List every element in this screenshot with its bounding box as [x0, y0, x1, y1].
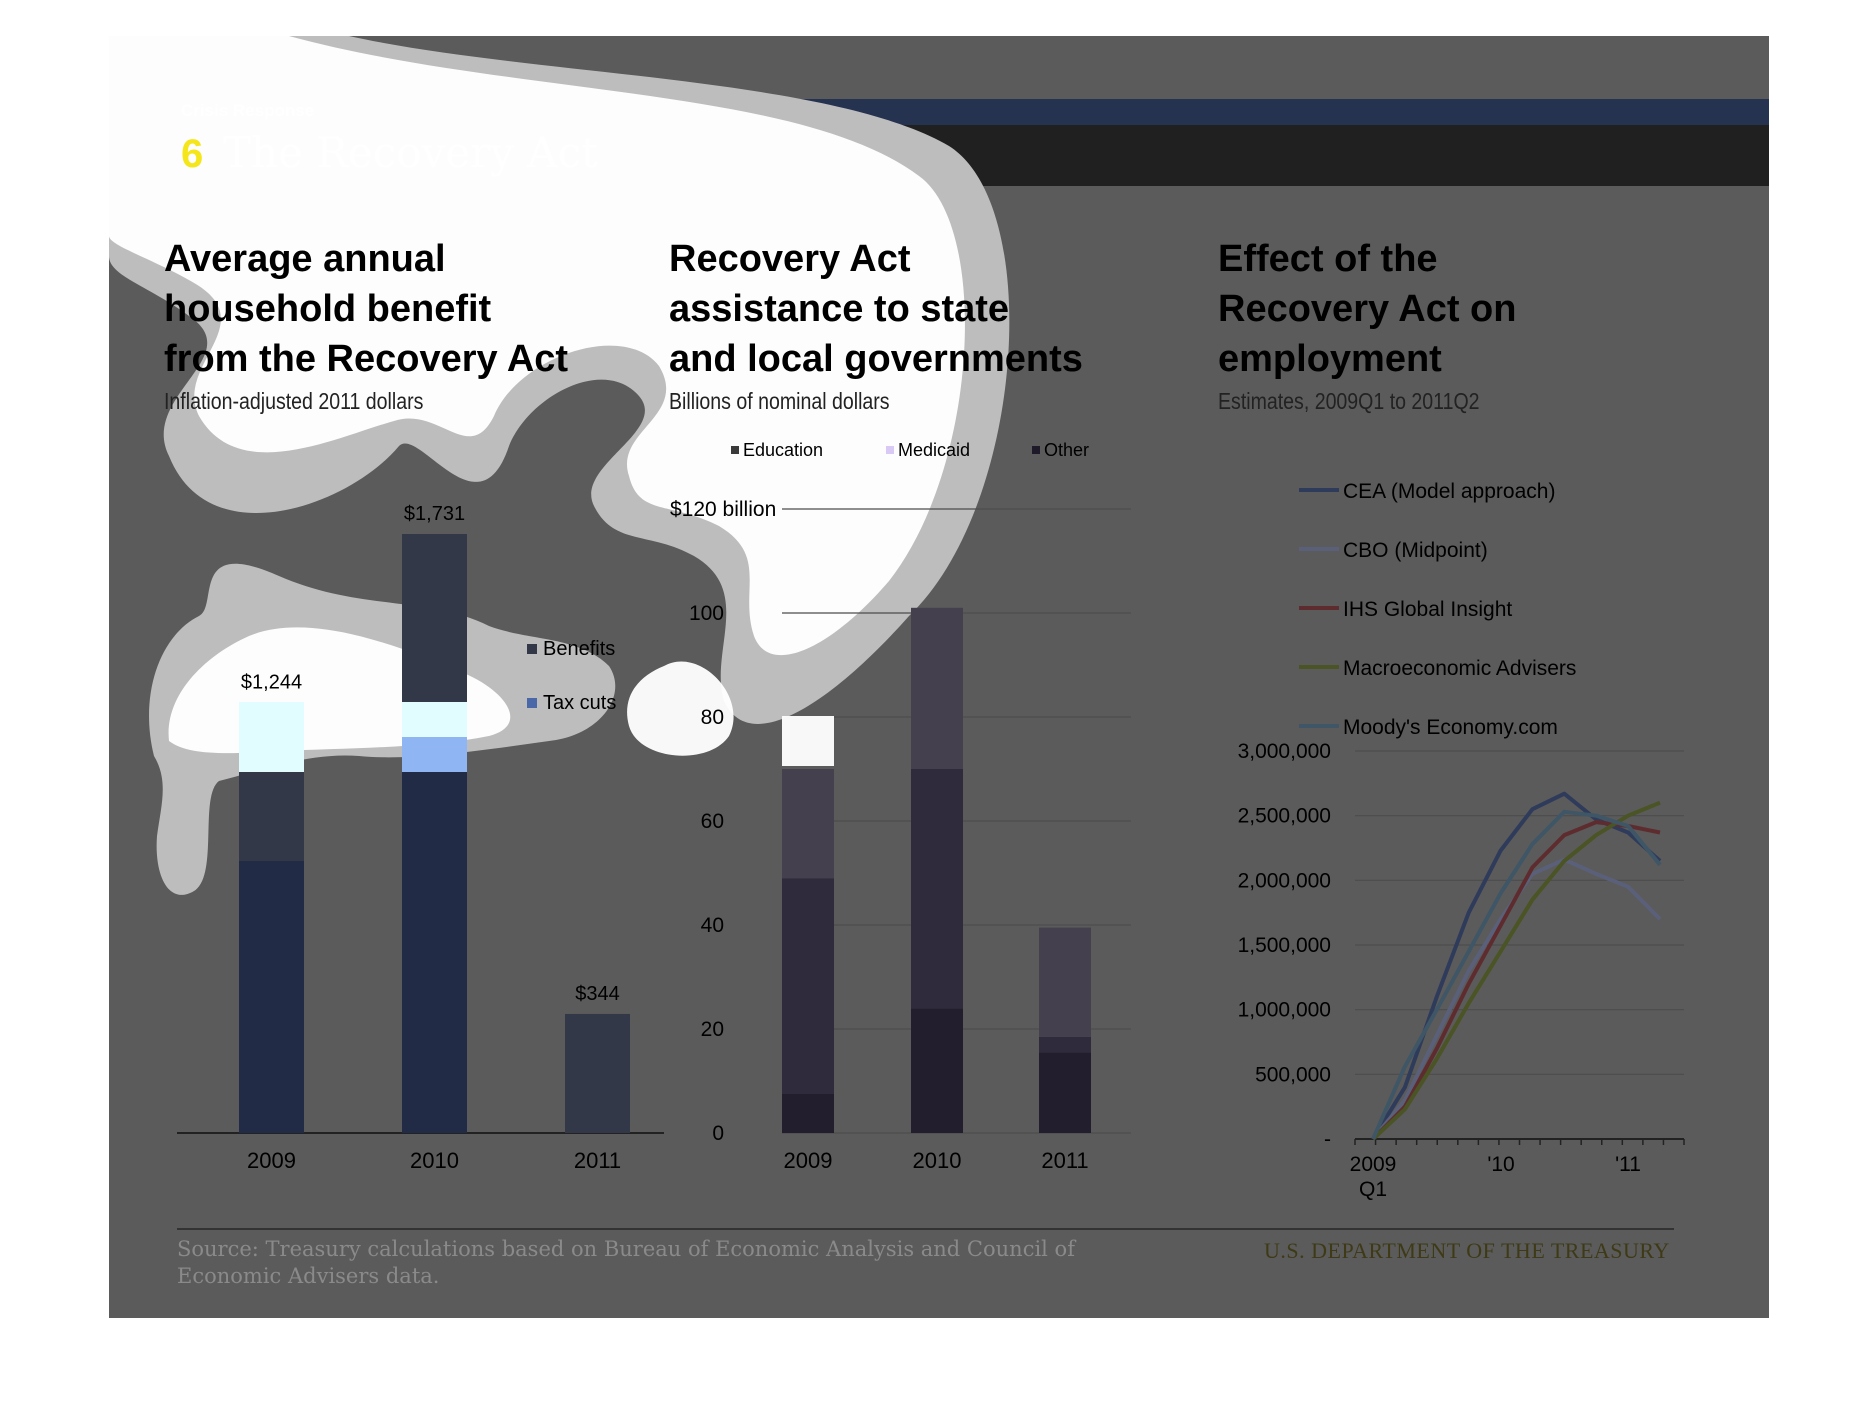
state-legend-swatch [1032, 446, 1040, 454]
state-title-line: and local governments [669, 338, 1083, 380]
employment-title-line: employment [1218, 338, 1442, 380]
employment-y-tick: 1,500,000 [1238, 934, 1331, 957]
state-bar-education [911, 1008, 963, 1133]
household-bar-tax-cuts [239, 861, 304, 1133]
employment-y-tick: 3,000,000 [1238, 740, 1331, 763]
employment-chart-subtitle: Estimates, 2009Q1 to 2011Q2 [1218, 388, 1480, 414]
employment-series-line [1371, 809, 1662, 1140]
household-bar-highlight [402, 737, 467, 772]
employment-y-tick: 1,000,000 [1238, 999, 1331, 1022]
state-bar-education [782, 1094, 834, 1133]
household-bar-highlight [402, 702, 467, 737]
state-legend-swatch [731, 446, 739, 454]
household-legend-swatch [527, 698, 537, 708]
household-data-label: $1,731 [404, 503, 465, 525]
employment-title-line: Recovery Act on [1218, 288, 1517, 330]
state-y-tick: 0 [712, 1122, 724, 1145]
state-x-tick: 2011 [1041, 1148, 1088, 1173]
employment-title-line: Effect of the [1218, 238, 1438, 280]
household-title-line: Average annual [164, 238, 446, 280]
household-legend-label: Benefits [543, 638, 615, 660]
household-bar-benefits [402, 534, 467, 724]
state-bar-other [1039, 927, 1091, 1037]
state-x-tick: 2010 [913, 1148, 962, 1173]
state-legend-label: Other [1044, 440, 1089, 460]
household-x-tick: 2010 [410, 1148, 459, 1173]
section-label: Crisis Response [181, 101, 315, 120]
employment-y-tick: 2,000,000 [1238, 869, 1331, 892]
employment-x-tick: '10 [1487, 1153, 1514, 1176]
household-chart-subtitle: Inflation-adjusted 2011 dollars [164, 388, 424, 414]
household-bar-highlight [239, 702, 304, 772]
state-title-line: assistance to state [669, 288, 1010, 330]
employment-series-line [1371, 800, 1661, 1141]
employment-legend-label: IHS Global Insight [1343, 598, 1512, 621]
source-note: Source: Treasury calculations based on B… [177, 1237, 1075, 1288]
state-bar-medicaid [1039, 1036, 1091, 1053]
household-legend-swatch [527, 644, 537, 654]
state-y-tick: 80 [701, 706, 724, 729]
state-bar-education [1039, 1052, 1091, 1133]
employment-legend-label: CBO (Midpoint) [1343, 539, 1488, 562]
state-y-tick: $120 billion [670, 498, 776, 521]
employment-chart-title: Effect of the Recovery Act on employment [1218, 234, 1516, 384]
employment-x-tick: 2009 [1350, 1153, 1397, 1176]
state-bar-highlight [782, 716, 834, 766]
state-legend-swatch [886, 446, 894, 454]
state-bar-medicaid [782, 878, 834, 1094]
household-bar-tax-cuts [402, 723, 467, 1133]
household-title-line: household benefit [164, 288, 492, 330]
state-bar-medicaid [911, 769, 963, 1009]
household-data-label: $344 [575, 983, 620, 1005]
state-title-line: Recovery Act [669, 238, 911, 280]
employment-x-tick: Q1 [1359, 1178, 1387, 1201]
employment-series-line [1371, 857, 1662, 1141]
employment-legend-label: Macroeconomic Advisers [1343, 657, 1576, 680]
household-x-tick: 2011 [574, 1148, 621, 1173]
household-x-tick: 2009 [247, 1148, 296, 1173]
employment-legend-label: Moody's Economy.com [1343, 716, 1558, 739]
treasury-wordmark: U.S. DEPARTMENT OF THE TREASURY [1264, 1238, 1670, 1263]
household-chart-title: Average annual household benefit from th… [164, 234, 568, 384]
charts-canvas: $1,244 2009 $1,731 2010 $344 2011 Benefits Tax … [177, 440, 1685, 1201]
employment-x-tick: '11 [1615, 1153, 1641, 1176]
state-bar-other [782, 769, 834, 879]
slide-number: 6 [181, 132, 204, 176]
footer-divider [177, 1228, 1674, 1230]
slide-title: The Recovery Act [223, 128, 599, 177]
state-chart-subtitle: Billions of nominal dollars [669, 388, 890, 414]
state-y-tick: 100 [689, 602, 724, 625]
state-x-tick: 2009 [784, 1148, 833, 1173]
employment-y-tick: 500,000 [1255, 1063, 1331, 1086]
employment-y-tick: 2,500,000 [1238, 805, 1331, 828]
household-legend-label: Tax cuts [543, 692, 616, 714]
state-legend-label: Education [743, 440, 823, 460]
slide: Crisis Response 6 The Recovery Act Avera… [109, 36, 1769, 1318]
state-legend-label: Medicaid [898, 440, 970, 460]
state-chart-title: Recovery Act assistance to state and loc… [669, 234, 1083, 384]
state-y-tick: 60 [701, 810, 724, 833]
state-bar-other [911, 607, 963, 769]
employment-y-tick: - [1324, 1128, 1331, 1151]
household-data-label: $1,244 [241, 672, 302, 694]
household-title-line: from the Recovery Act [164, 338, 569, 380]
state-y-tick: 20 [701, 1018, 724, 1041]
household-bar-benefits [565, 1013, 630, 1133]
employment-legend-label: CEA (Model approach) [1343, 480, 1555, 503]
state-y-tick: 40 [701, 914, 724, 937]
